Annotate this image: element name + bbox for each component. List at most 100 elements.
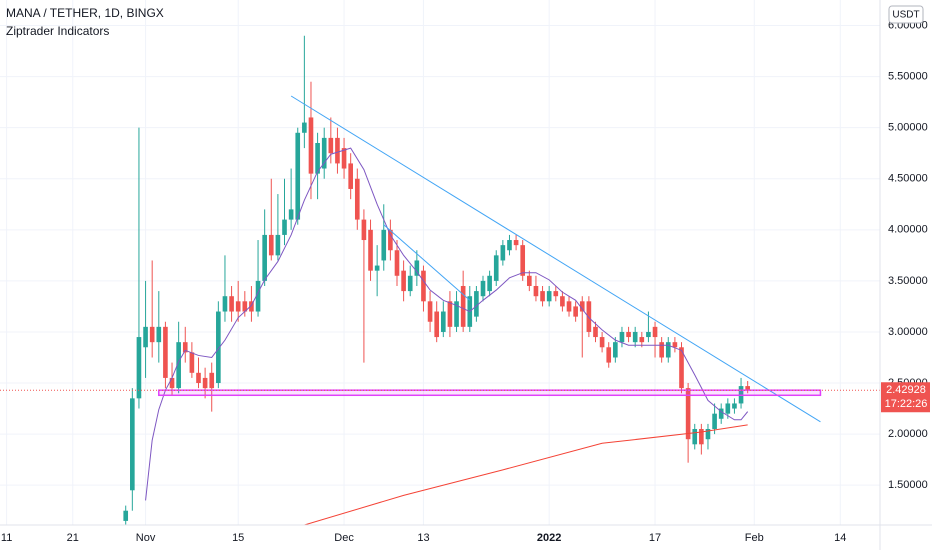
candle-body: [216, 311, 221, 384]
candle-body: [480, 280, 486, 297]
candle-body: [454, 301, 459, 327]
candle-body: [176, 342, 181, 389]
candle-body: [546, 291, 552, 302]
candle-body: [573, 306, 578, 317]
candle-body: [659, 342, 664, 358]
candle-body: [361, 219, 367, 241]
candle-body: [560, 296, 565, 307]
y-tick-label: 5.50000: [888, 71, 928, 83]
candle-body: [639, 337, 645, 343]
candle-body: [712, 413, 717, 429]
candle-body: [209, 372, 215, 389]
price-zone: [158, 389, 822, 397]
candle-body: [626, 331, 631, 338]
candle-body: [507, 240, 512, 251]
candle-body: [566, 301, 572, 312]
candle-body: [235, 301, 241, 312]
candle-body: [374, 265, 380, 271]
candle-body: [487, 275, 492, 292]
candle-body: [401, 270, 406, 292]
y-tick-label: 4.00000: [888, 224, 928, 236]
candle-body: [348, 163, 353, 189]
candle-body: [685, 388, 691, 440]
y-tick-label: 5.00000: [888, 122, 928, 134]
candle-body: [421, 270, 426, 302]
candle-body: [599, 337, 605, 348]
indicators-label[interactable]: Ziptrader Indicators: [6, 24, 109, 38]
candle-body: [540, 291, 545, 302]
x-tick-label: Dec: [334, 532, 354, 544]
candle-body: [315, 142, 320, 174]
candle-body: [295, 132, 301, 220]
candle-body: [705, 428, 711, 440]
x-tick-label: Feb: [745, 532, 764, 544]
candle-body: [123, 510, 129, 521]
candle-body: [130, 398, 135, 491]
x-tick-label: 14: [834, 532, 846, 544]
candle-body: [725, 403, 731, 414]
candle-body: [308, 117, 314, 174]
candle-body: [460, 285, 466, 327]
candle-body: [679, 347, 684, 389]
candle-body: [646, 331, 651, 338]
candle-body: [434, 311, 440, 338]
candle-body: [699, 428, 704, 445]
candle-body: [255, 280, 261, 312]
currency-box[interactable]: [888, 5, 924, 24]
candle-body: [381, 229, 387, 261]
axes: 1.500002.000002.500003.000003.500004.000…: [1, 19, 930, 544]
candle-body: [665, 342, 671, 358]
candle-body: [527, 275, 532, 286]
candle-body: [268, 234, 274, 256]
candle-body: [136, 337, 142, 399]
y-tick-label: 1.50000: [888, 479, 928, 491]
currency-label[interactable]: USDT: [892, 10, 919, 21]
candle-body: [732, 403, 737, 409]
candle-body: [407, 275, 413, 292]
x-tick-label: 13: [417, 532, 429, 544]
candle-body: [513, 240, 519, 246]
x-tick-label: 17: [649, 532, 661, 544]
candle-body: [718, 408, 724, 419]
candle-body: [447, 301, 453, 327]
candle-body: [321, 137, 327, 169]
candle-body: [288, 209, 294, 220]
last-price-badge: [881, 382, 930, 413]
x-tick-label: 21: [67, 532, 79, 544]
candle-body: [500, 245, 506, 261]
candle-body: [354, 178, 360, 220]
grid: [0, 0, 880, 525]
candle-body: [474, 291, 479, 317]
candle-body: [169, 377, 175, 389]
candle-body: [341, 148, 347, 169]
candle-body: [229, 296, 234, 312]
candle-body: [163, 326, 168, 378]
candle-body: [613, 342, 618, 358]
candle-body: [262, 234, 267, 281]
plot-area: [0, 35, 880, 525]
x-tick-label: 2022: [537, 532, 561, 544]
candle-body: [533, 285, 539, 297]
candle-body: [335, 137, 340, 164]
candle-body: [388, 229, 393, 251]
candle-body: [242, 301, 248, 312]
candle-body: [692, 428, 698, 445]
candle-body: [302, 122, 307, 133]
bar-countdown: 17:22:26: [885, 398, 928, 410]
x-tick-label: Nov: [136, 532, 156, 544]
y-tick-label: 3.00000: [888, 326, 928, 338]
candle-body: [182, 342, 188, 353]
candle-body: [156, 326, 162, 343]
candle-body: [619, 331, 625, 343]
candle-body: [652, 326, 658, 338]
last-price-label: 2.42928: [886, 384, 926, 396]
candle-body: [149, 326, 155, 343]
candle-body: [394, 250, 400, 276]
overlay-line: [383, 224, 471, 301]
candle-body: [143, 326, 148, 348]
y-tick-label: 4.50000: [888, 173, 928, 185]
candle-body: [593, 326, 598, 338]
candle-body: [440, 311, 446, 332]
